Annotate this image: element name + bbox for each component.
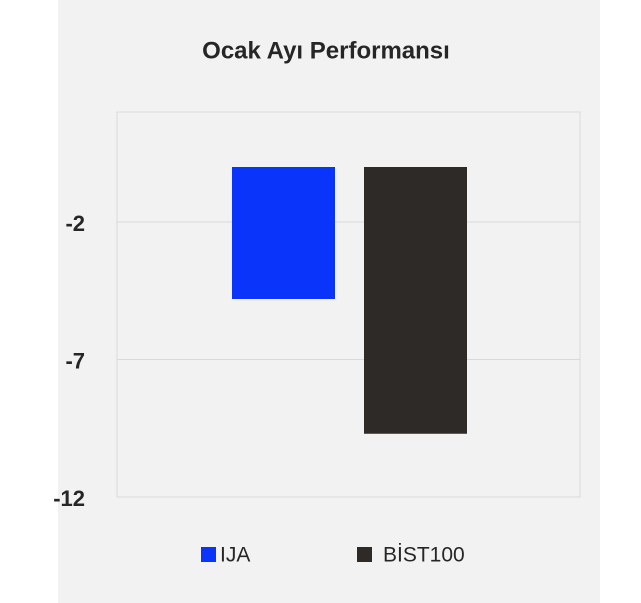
bar [364, 167, 467, 434]
bar [232, 167, 335, 299]
legend-swatch [357, 547, 372, 562]
legend-label: BİST100 [383, 544, 465, 567]
legend-swatch [201, 547, 216, 562]
legend-label: IJA [220, 544, 250, 567]
chart-title: Ocak Ayı Performansı [202, 37, 450, 64]
chart-background [58, 0, 600, 603]
y-tick-label: -7 [65, 348, 85, 373]
y-tick-label: -12 [53, 486, 85, 511]
y-tick-label: -2 [65, 211, 85, 236]
